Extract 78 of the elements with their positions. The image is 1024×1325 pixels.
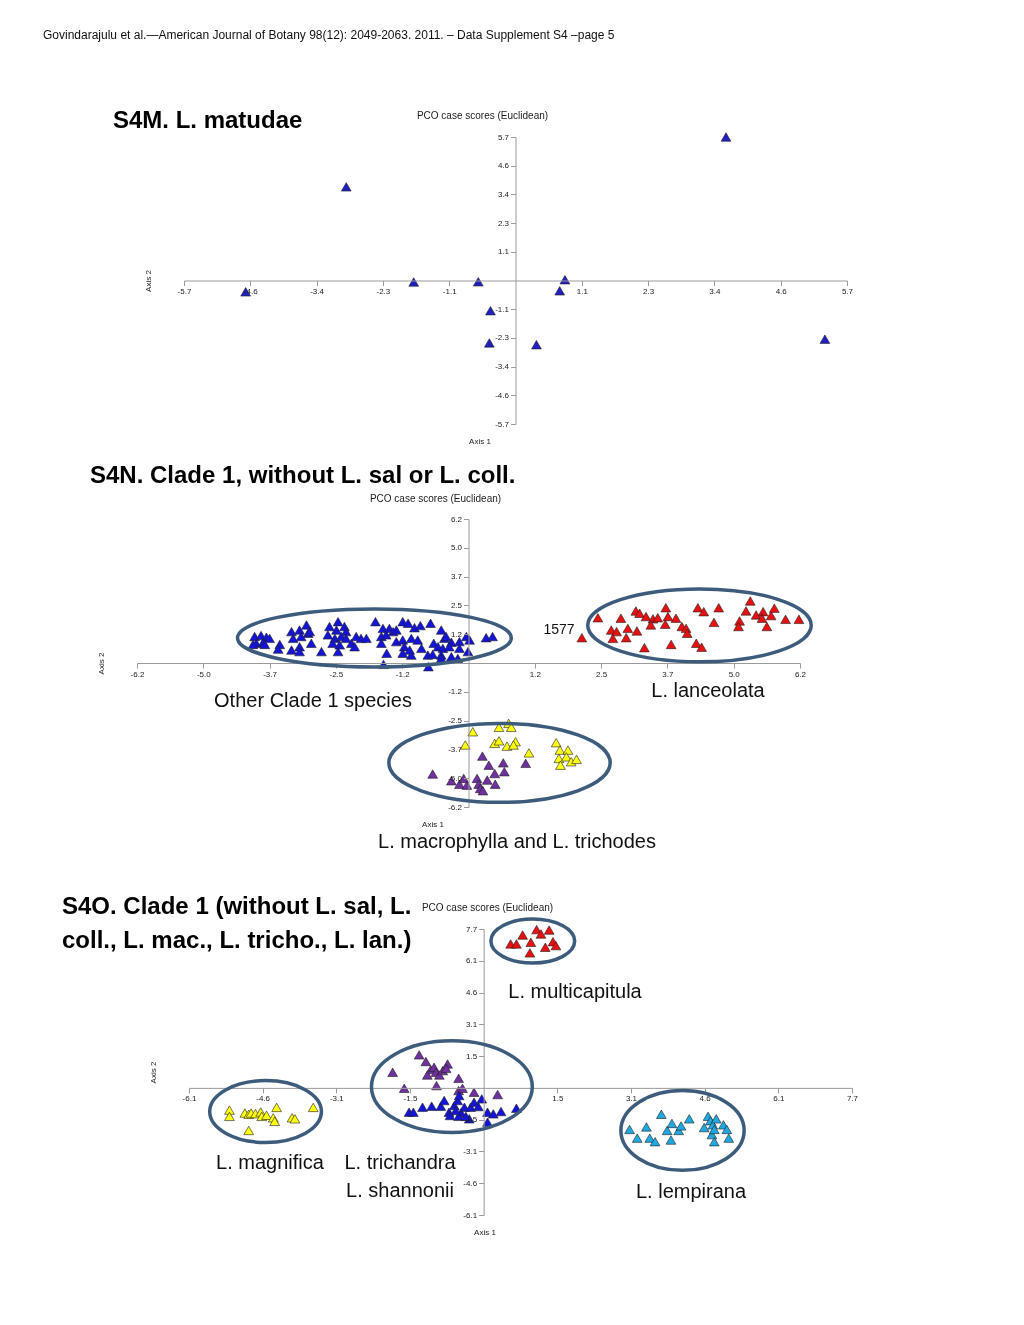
chart-subtitle: PCO case scores (Euclidean) — [416, 109, 549, 121]
y-tick-label: -3.4 — [495, 362, 510, 372]
x-tick-label: 6.1 — [773, 1094, 785, 1104]
x-tick-label: -2.3 — [376, 287, 391, 296]
y-tick-label: 1.5 — [466, 1051, 478, 1061]
y-tick-label: 7.7 — [466, 924, 478, 934]
y-tick-label: -5.0 — [448, 773, 463, 783]
y-tick-label: 5.7 — [497, 132, 510, 142]
chart-title: S4O. Clade 1 (without L. sal, L. coll., L. mac., L. tricho., L. lan.) — [62, 891, 413, 955]
x-tick-label: -6.2 — [130, 669, 145, 679]
annotation: L. magnifica — [216, 1150, 324, 1174]
annotation: L. shannonii — [346, 1178, 454, 1202]
y-tick-label: 1.1 — [497, 247, 510, 257]
x-tick-label: 6.2 — [794, 669, 807, 679]
y-tick-label: 4.6 — [466, 988, 478, 998]
y-tick-label: 4.6 — [497, 161, 510, 171]
annotation: L. lempirana — [635, 1179, 747, 1203]
y-tick-label: 2.5 — [450, 600, 463, 610]
x-tick-label: 1.2 — [529, 669, 542, 679]
text: Govindarajulu et al.—American Journal of Botany 98(12): 2049-2063. 2011. – Data Supplement S4 –page 5 — [43, 28, 615, 43]
x-tick-label: 3.7 — [662, 669, 675, 679]
chart-subtitle: PCO case scores (Euclidean) — [369, 493, 502, 504]
annotation: L. multicapitula — [508, 979, 642, 1003]
x-tick-label: 3.1 — [625, 1094, 638, 1104]
x-tick-label: -1.2 — [395, 669, 411, 679]
y-tick-label: 3.7 — [450, 572, 463, 582]
x-tick-label: 2.5 — [596, 669, 608, 679]
x-tick-label: 1.5 — [552, 1094, 564, 1104]
y-tick-label: -1.1 — [495, 304, 510, 314]
chart-title: S4M. L. matudae — [113, 106, 303, 134]
x-tick-label: -3.4 — [310, 287, 325, 296]
y-tick-label: -2.3 — [495, 333, 510, 343]
x-tick-label: -3.7 — [263, 669, 278, 679]
y-tick-label: 1.2 — [450, 629, 463, 639]
x-tick-label: -6.1 — [182, 1094, 197, 1104]
y-tick-label: -3.1 — [463, 1146, 478, 1156]
x-tick-label: 4.6 — [699, 1094, 712, 1104]
x-tick-label: -5.7 — [177, 287, 192, 296]
annotation: 1577 — [543, 620, 575, 638]
y-tick-label: -6.1 — [463, 1210, 478, 1220]
x-tick-label: -1.5 — [403, 1094, 418, 1104]
y-tick-label: -1.5 — [463, 1115, 478, 1125]
y-tick-label: 6.2 — [450, 514, 463, 524]
y-axis-title: Axis 2 — [143, 269, 153, 292]
x-tick-label: 1.1 — [576, 287, 589, 296]
annotation: L. lanceolata — [651, 678, 765, 702]
y-tick-label: 2.3 — [497, 218, 510, 228]
y-tick-label: 3.1 — [466, 1019, 478, 1029]
x-axis-title: Axis 1 — [469, 436, 492, 446]
x-tick-label: 4.6 — [775, 287, 788, 296]
y-tick-label: 5.0 — [450, 543, 463, 553]
y-tick-label: -5.7 — [495, 419, 510, 429]
text: L. macrophylla and L. trichodes — [378, 829, 656, 853]
annotation: Other Clade 1 species — [214, 688, 412, 712]
x-tick-label: 5.0 — [728, 669, 741, 679]
chart-title: S4N. Clade 1, without L. sal or L. coll. — [90, 461, 516, 489]
y-tick-label: 6.1 — [466, 956, 478, 966]
x-tick-label: -2.5 — [329, 669, 344, 679]
x-tick-label: 7.7 — [846, 1094, 859, 1104]
y-axis-title: Axis 2 — [96, 652, 106, 675]
x-tick-label: 2.3 — [643, 287, 655, 296]
x-axis-title: Axis 1 — [474, 1227, 497, 1237]
chart-subtitle: PCO case scores (Euclidean) — [421, 902, 554, 914]
y-tick-label: -2.5 — [448, 716, 463, 726]
y-tick-label: -6.2 — [448, 802, 463, 812]
x-tick-label: 5.7 — [841, 287, 854, 296]
y-tick-label: -3.7 — [448, 744, 463, 754]
annotation: L. trichandra — [344, 1150, 456, 1174]
y-tick-label: -4.6 — [463, 1178, 478, 1188]
y-tick-label: 3.4 — [497, 189, 510, 199]
y-tick-label: -4.6 — [495, 390, 510, 400]
x-tick-label: -3.1 — [329, 1094, 345, 1104]
x-tick-label: -5.0 — [196, 669, 212, 679]
y-tick-label: -1.2 — [448, 687, 463, 697]
x-tick-label: 3.4 — [709, 287, 722, 296]
x-axis-title: Axis 1 — [422, 819, 445, 829]
x-tick-label: -4.6 — [256, 1094, 271, 1104]
y-axis-title: Axis 2 — [148, 1061, 158, 1084]
